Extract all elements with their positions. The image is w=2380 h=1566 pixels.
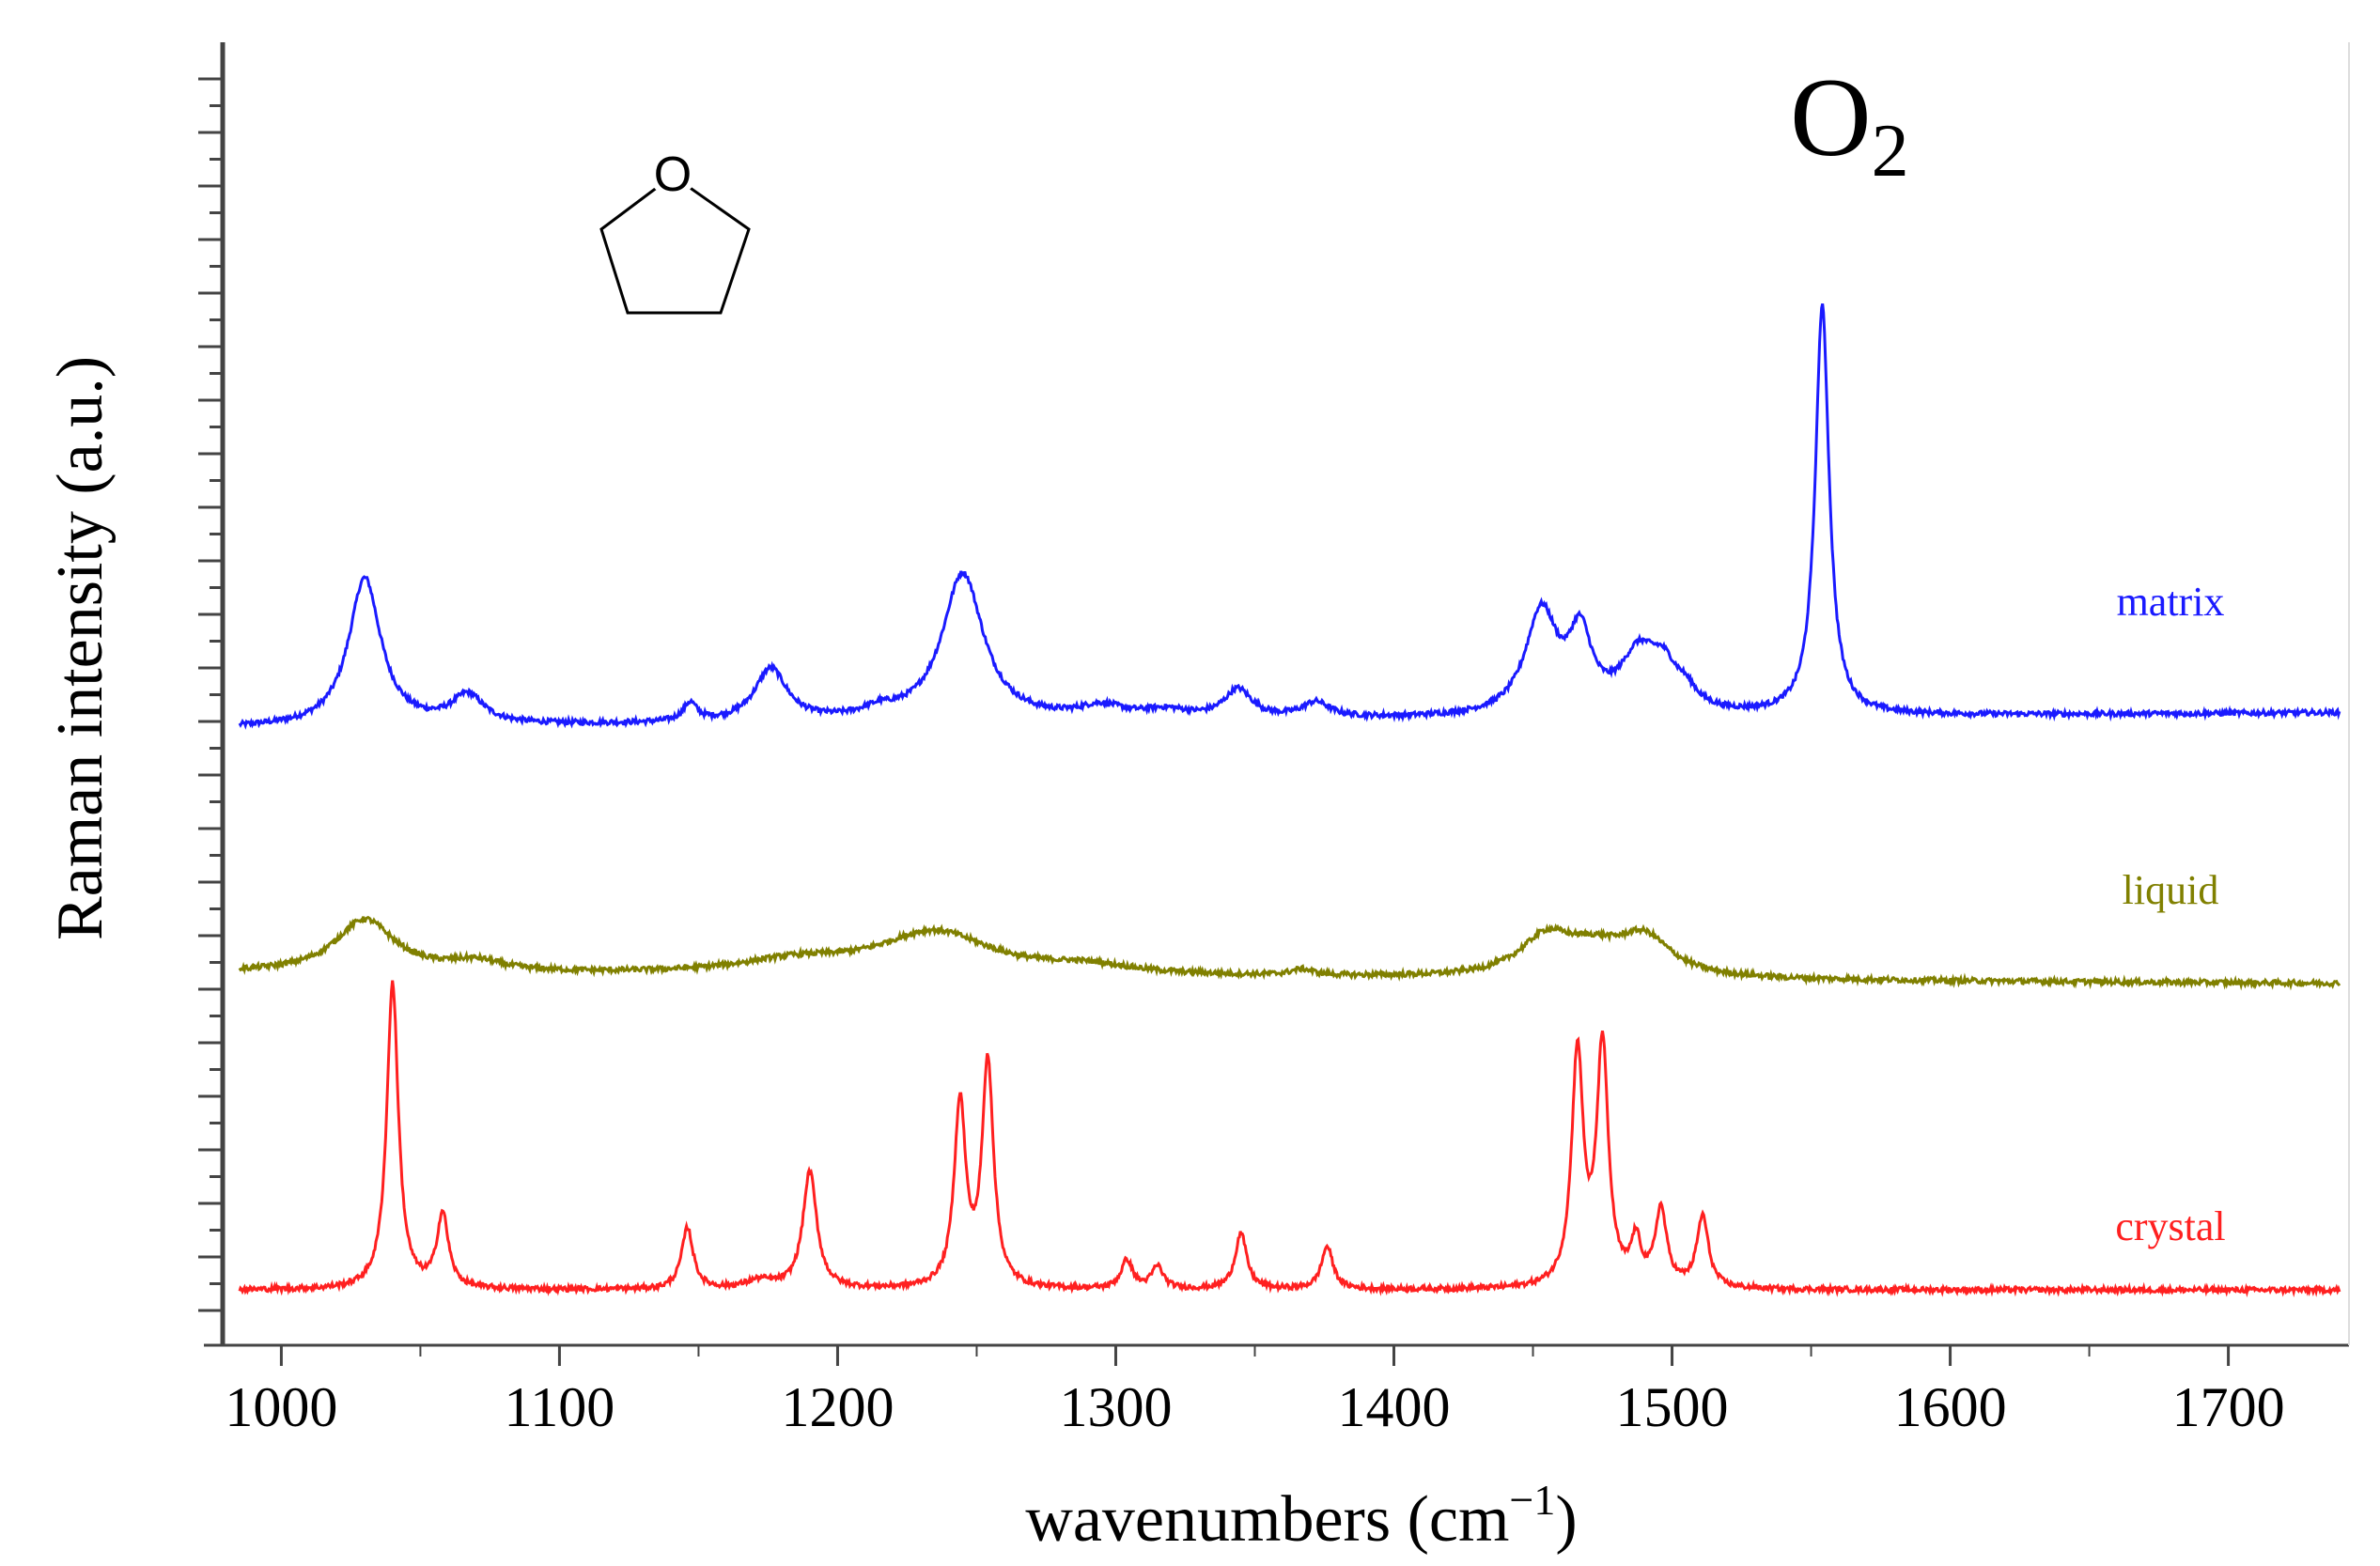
- x-tick-label: 1400: [1338, 1376, 1451, 1438]
- series-line-matrix: [238, 302, 2341, 730]
- x-tick-label: 1000: [225, 1376, 337, 1438]
- svg-text:O: O: [654, 147, 692, 202]
- x-axis-ticks: 1000 1100 1200 1300 1400 1500 1600 1700: [225, 1345, 2285, 1438]
- series-lines: [238, 302, 2341, 1298]
- series-label-matrix: matrix: [2117, 579, 2225, 625]
- x-axis-label-main: wavenumbers (cm: [1025, 1483, 1509, 1556]
- series-label-liquid: liquid: [2123, 867, 2219, 913]
- x-tick-label: 1100: [505, 1376, 615, 1438]
- series-label-crystal: crystal: [2115, 1203, 2225, 1249]
- o2-annotation: O2: [1790, 54, 1909, 193]
- series-labels: matrix liquid crystal: [2115, 579, 2225, 1249]
- x-tick-label: 1700: [2172, 1376, 2285, 1438]
- plot-frame: [204, 42, 2350, 1347]
- x-axis-label-sup: −1: [1509, 1476, 1555, 1524]
- thf-molecule-icon: O: [599, 147, 751, 315]
- x-tick-label: 1300: [1059, 1376, 1172, 1438]
- x-tick-label: 1600: [1894, 1376, 2007, 1438]
- x-tick-label: 1200: [781, 1376, 894, 1438]
- series-line-liquid: [238, 915, 2341, 991]
- y-axis-ticks: [198, 77, 223, 1312]
- x-tick-label: 1500: [1616, 1376, 1729, 1438]
- y-axis-label: Raman intensity (a.u.): [44, 356, 117, 940]
- series-line-crystal: [238, 980, 2341, 1298]
- o2-subscript: 2: [1872, 110, 1909, 193]
- o2-main-text: O: [1790, 54, 1872, 179]
- x-axis-label: wavenumbers (cm−1): [1025, 1476, 1577, 1556]
- x-axis-label-close: ): [1555, 1483, 1577, 1556]
